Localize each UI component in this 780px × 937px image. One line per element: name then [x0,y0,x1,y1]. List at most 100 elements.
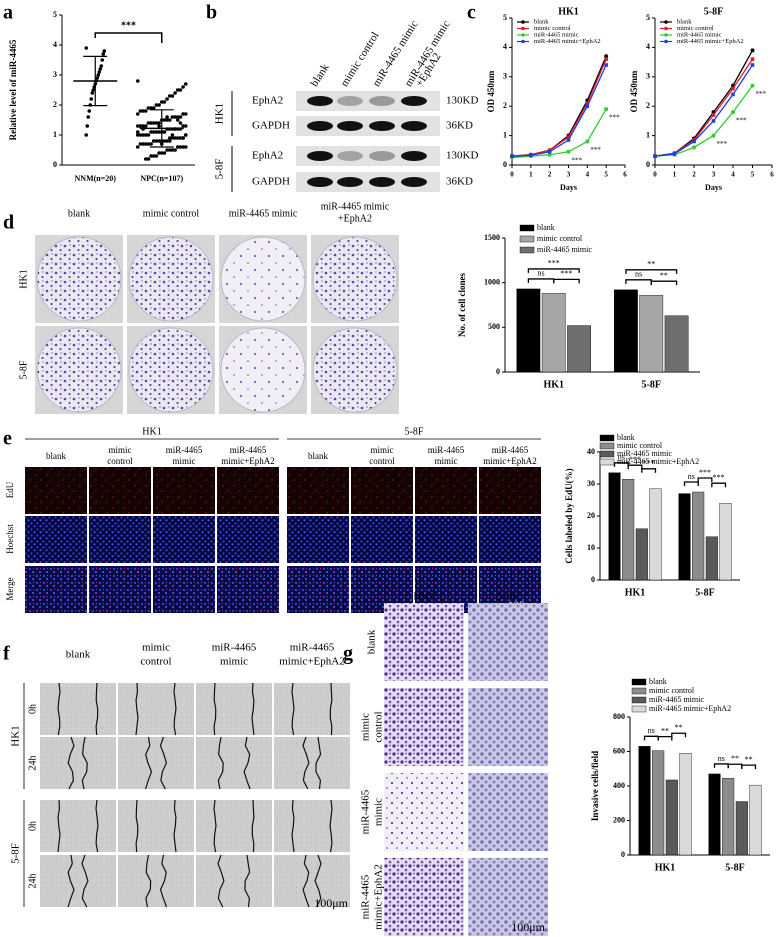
data-point [183,82,188,86]
transwell-row-label: mimic+EphA2 [373,864,385,929]
x-tick-label: 2 [548,171,552,179]
x-tick-label: 0 [510,171,514,179]
data-point [604,54,609,59]
y-tick-label: 2 [646,101,650,110]
y-tick-label: 500 [488,322,500,331]
data-point [141,124,145,128]
y-tick-label: 3 [646,72,650,81]
data-point [165,148,169,152]
edu-column-label: mimic+EphA2 [483,456,537,466]
wound-row-label: 0h [27,704,38,714]
wound-image [40,855,116,907]
transwell-image [384,603,464,681]
data-point [178,121,183,125]
series-line [654,64,754,157]
chart-title: HK1 [558,6,579,17]
wound-edge [315,736,322,790]
data-point [566,138,571,142]
data-point [100,58,105,62]
x-tick-label: 3 [712,171,716,179]
data-point [149,154,153,158]
data-point [162,130,167,134]
legend-marker [664,26,668,31]
legend-label: blank [649,677,667,686]
data-point [138,133,143,137]
blot-band [401,96,427,106]
data-point [167,139,172,143]
wound-edge [81,736,88,790]
data-point [750,57,755,61]
wound-image [274,800,350,852]
wound-edge [135,799,139,853]
colony-well [220,236,306,322]
wound-image [40,683,116,735]
legend-label: mimic control [649,686,695,695]
x-tick-label: 1 [529,171,533,179]
legend-swatch [519,224,535,232]
data-point [138,109,143,113]
series-line [511,64,607,157]
data-point [84,133,89,137]
edu-image [217,516,279,563]
y-tick-label: 10 [587,543,595,552]
legend-label: mimic control [534,25,571,32]
data-point [95,76,100,80]
legend-swatch [599,458,615,466]
wound-edge [251,682,255,736]
legend-label: mimic control [677,25,714,32]
x-tick-label: 5 [751,171,755,179]
data-point [731,86,735,91]
legend-label: miR-4465 mimic+EphA2 [677,38,744,45]
wound-edge [67,854,75,908]
colony-well [312,327,398,413]
blot-band [307,177,333,187]
blot-band [401,177,427,187]
y-tick-label: 0 [646,160,650,169]
colony-well [36,327,122,413]
data-point [98,67,103,71]
data-point [87,109,92,113]
data-point [165,139,169,143]
data-point [547,152,552,157]
edu-image [351,467,413,514]
significance-bracket [683,481,699,486]
wound-column-label: blank [66,649,91,661]
data-point [146,142,151,146]
edu-row-label: Merge [5,577,15,600]
edu-image [153,467,215,514]
legend-swatch [519,246,535,254]
colony-column-label: mimic control [143,208,200,219]
edu-column-label: miR-4465 [166,445,203,455]
blot-strip [296,116,440,136]
data-point [604,63,608,67]
data-point [143,142,148,146]
edu-image [25,467,87,514]
legend-label: blank [537,223,555,232]
colony-row-label: HK1 [18,269,29,288]
x-tick-label: NPC(n=107) [140,174,183,183]
significance-label: *** [548,259,560,268]
significance-label: ** [731,754,739,763]
data-point [138,124,143,128]
transwell-column-label: 5-8F [498,591,519,603]
data-point [84,46,89,50]
data-point [178,115,183,119]
wound-edge [173,799,177,853]
legend-swatch [599,442,615,450]
edu-image [287,566,349,613]
panel-label: e [3,428,12,450]
data-point [154,121,159,125]
legend-label: mimic control [617,441,663,450]
significance-bracket [527,268,580,273]
blot-band [307,121,333,131]
wound-edge [213,682,217,736]
data-point [585,104,590,108]
transwell-image [468,603,548,681]
edu-group-label: HK1 [142,426,161,437]
data-point [159,100,164,104]
legend-marker [664,20,668,24]
bar [635,528,648,581]
data-point [604,57,608,61]
wound-column-label: mimic [220,656,248,668]
data-point [178,136,183,140]
